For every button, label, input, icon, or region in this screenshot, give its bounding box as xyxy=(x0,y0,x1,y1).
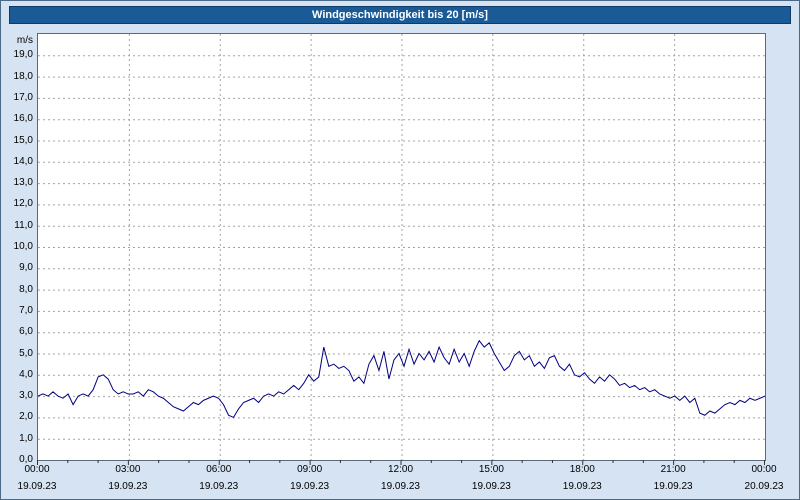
x-tick-label: 12:00 xyxy=(387,464,414,475)
x-tick-label: 00:00 xyxy=(24,464,50,475)
x-date-label: 19.09.23 xyxy=(562,481,602,492)
x-date-label: 19.09.23 xyxy=(381,481,420,492)
y-tick-label: 8,0 xyxy=(19,283,33,295)
y-tick-label: 7,0 xyxy=(19,304,33,316)
x-date-label: 19.09.23 xyxy=(290,481,330,492)
x-axis-ticks xyxy=(37,460,765,465)
y-tick-label: 19,0 xyxy=(13,49,33,61)
y-tick-label: 1,0 xyxy=(19,432,33,444)
y-tick-label: 9,0 xyxy=(19,262,33,274)
x-tick-label: 03:00 xyxy=(115,464,141,475)
y-tick-label: 15,0 xyxy=(13,134,33,146)
y-tick-label: 18,0 xyxy=(13,70,33,82)
x-date-label: 19.09.23 xyxy=(199,481,239,492)
y-tick-label: 14,0 xyxy=(13,155,33,167)
wind-speed-line xyxy=(38,339,765,419)
y-tick-label: 0,0 xyxy=(19,454,33,465)
y-tick-label: 16,0 xyxy=(13,113,33,125)
y-tick-label: 2,0 xyxy=(19,411,33,423)
x-date-label: 20.09.23 xyxy=(744,481,784,492)
y-tick-label: 12,0 xyxy=(13,198,33,210)
y-tick-label: 17,0 xyxy=(13,91,33,103)
y-axis-unit-label: m/s xyxy=(16,35,33,46)
x-tick-label: 21:00 xyxy=(660,464,686,475)
wind-speed-chart xyxy=(38,34,765,460)
x-tick-label: 00:00 xyxy=(751,464,777,475)
y-tick-label: 3,0 xyxy=(19,390,33,402)
x-date-label: 19.09.23 xyxy=(471,481,511,492)
plot-area xyxy=(37,33,766,461)
x-date-label: 19.09.23 xyxy=(17,481,57,492)
y-tick-label: 4,0 xyxy=(19,368,33,380)
y-tick-label: 13,0 xyxy=(13,177,33,189)
chart-title: Windgeschwindigkeit bis 20 [m/s] xyxy=(312,9,488,21)
x-tick-label: 18:00 xyxy=(569,464,595,475)
x-tick-label: 15:00 xyxy=(478,464,504,475)
y-tick-label: 5,0 xyxy=(19,347,33,359)
y-tick-label: 6,0 xyxy=(19,326,33,338)
x-tick-label: 06:00 xyxy=(206,464,232,475)
x-tick-label: 09:00 xyxy=(297,464,323,475)
y-tick-label: 10,0 xyxy=(13,241,33,252)
y-tick-label: 11,0 xyxy=(14,219,33,231)
x-date-label: 19.09.23 xyxy=(108,481,148,492)
x-date-label: 19.09.23 xyxy=(653,481,693,492)
title-bar: Windgeschwindigkeit bis 20 [m/s] xyxy=(9,6,791,24)
